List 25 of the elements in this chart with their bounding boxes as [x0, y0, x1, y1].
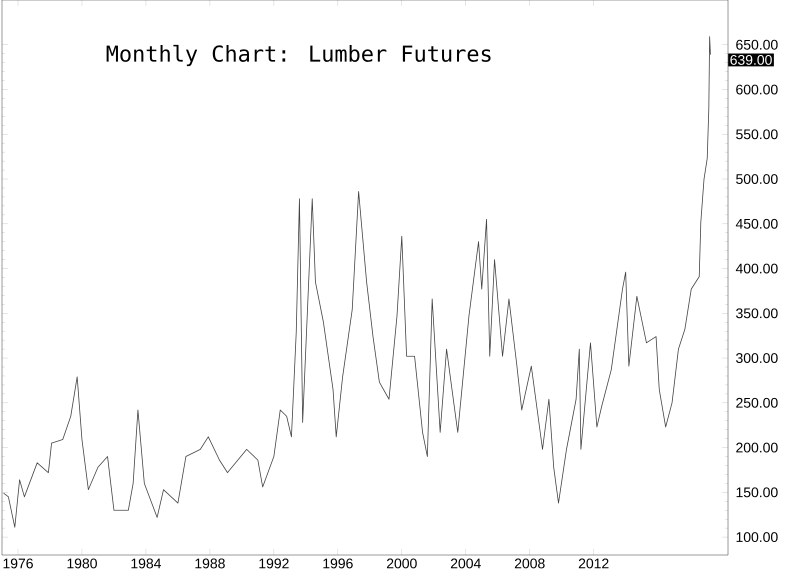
x-tick-label: 2008 [514, 558, 545, 568]
y-tick-label: 100.00 [736, 532, 778, 542]
y-tick-label: 600.00 [736, 84, 778, 94]
x-tick-label: 2012 [578, 558, 608, 568]
text: Monthly Chart: Lumber Futures [106, 44, 491, 66]
x-tick-label: 1980 [68, 558, 97, 568]
x-tick-label: 2004 [450, 558, 481, 568]
x-tick-label: 2000 [386, 558, 417, 568]
x-tick-label: 1992 [259, 558, 289, 568]
y-tick-label: 400.00 [736, 264, 778, 274]
line-series [3, 36, 711, 528]
x-tick-label: 1988 [195, 558, 225, 568]
y-tick-label: 550.00 [736, 129, 778, 140]
y-tick-label: 200.00 [736, 442, 778, 453]
y-tick-label: 450.00 [736, 218, 778, 229]
y-tick-label: 650.00 [736, 40, 778, 50]
y-tick-label: 150.00 [736, 487, 778, 498]
y-tick-label: 250.00 [736, 398, 778, 408]
x-tick-label: 1984 [131, 558, 162, 568]
x-tick-label: 1976 [4, 558, 33, 568]
y-tick-label: 350.00 [736, 308, 778, 318]
y-tick-label: 300.00 [736, 353, 778, 364]
x-tick-label: 1996 [323, 558, 353, 568]
text: 639.00 [730, 54, 772, 65]
y-tick-label: 500.00 [736, 174, 778, 184]
